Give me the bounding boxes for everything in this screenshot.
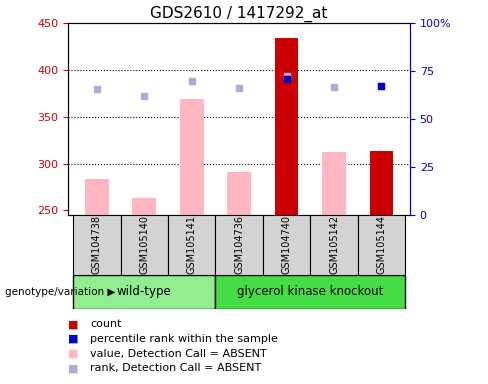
Text: GSM105142: GSM105142 [329, 215, 339, 274]
Text: GSM105141: GSM105141 [187, 215, 197, 274]
Bar [227, 172, 251, 215]
Text: genotype/variation ▶: genotype/variation ▶ [5, 287, 115, 297]
Bar [73, 215, 121, 275]
Bar [180, 99, 203, 215]
Text: wild-type: wild-type [117, 285, 172, 298]
Text: ■: ■ [68, 349, 79, 359]
Bar [369, 151, 393, 215]
Text: GSM105140: GSM105140 [139, 215, 149, 274]
Bar [322, 152, 346, 215]
Bar [85, 179, 109, 215]
Text: GSM104740: GSM104740 [282, 215, 291, 274]
Text: GSM104736: GSM104736 [234, 215, 244, 274]
Text: GSM105144: GSM105144 [376, 215, 386, 274]
Text: rank, Detection Call = ABSENT: rank, Detection Call = ABSENT [90, 363, 262, 373]
Bar [215, 215, 263, 275]
Bar [73, 275, 215, 309]
Title: GDS2610 / 1417292_at: GDS2610 / 1417292_at [150, 5, 328, 22]
Bar [121, 215, 168, 275]
Bar [215, 275, 405, 309]
Text: percentile rank within the sample: percentile rank within the sample [90, 334, 278, 344]
Bar [168, 215, 215, 275]
Text: ■: ■ [68, 334, 79, 344]
Bar [263, 215, 310, 275]
Text: ■: ■ [68, 319, 79, 329]
Text: glycerol kinase knockout: glycerol kinase knockout [237, 285, 384, 298]
Text: value, Detection Call = ABSENT: value, Detection Call = ABSENT [90, 349, 267, 359]
Bar [132, 198, 156, 215]
Bar [275, 38, 299, 215]
Text: ■: ■ [68, 363, 79, 373]
Text: GSM104738: GSM104738 [92, 215, 102, 274]
Bar [358, 215, 405, 275]
Text: count: count [90, 319, 122, 329]
Bar [310, 215, 358, 275]
